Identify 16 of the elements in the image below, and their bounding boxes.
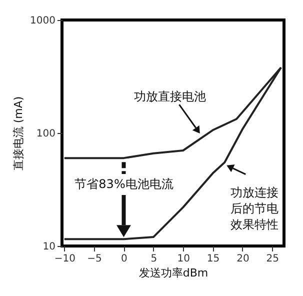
x-tick-label: 0 bbox=[121, 254, 128, 264]
x-tick-label: 15 bbox=[206, 254, 220, 264]
annotation: 节省83%电池电流 bbox=[74, 177, 174, 191]
x-axis-title: 发送功率dBm bbox=[138, 266, 208, 280]
y-tick-label: 1000 bbox=[30, 16, 56, 26]
x-tick-label: 10 bbox=[177, 254, 190, 264]
x-tick-label: 20 bbox=[236, 254, 250, 264]
x-tick-label: −10 bbox=[54, 254, 76, 264]
y-axis-title: 直接电流 (mA) bbox=[12, 96, 26, 171]
annotation: 功放连接后的节电效果特性 bbox=[230, 185, 279, 232]
y-tick-label: 100 bbox=[36, 128, 56, 140]
x-tick-label: 5 bbox=[150, 254, 158, 264]
y-tick-label: 10 bbox=[42, 242, 56, 252]
annotation: 功放直接电池 bbox=[134, 90, 206, 104]
x-tick-label: −5 bbox=[87, 254, 102, 264]
x-tick-label: 25 bbox=[266, 254, 279, 264]
